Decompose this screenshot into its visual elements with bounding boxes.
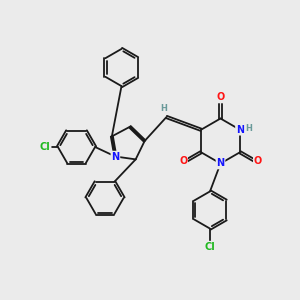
Text: Cl: Cl: [205, 242, 215, 252]
Text: N: N: [216, 158, 225, 169]
Text: O: O: [216, 92, 225, 103]
Text: O: O: [254, 155, 262, 166]
Text: N: N: [111, 152, 119, 161]
Text: H: H: [245, 124, 252, 133]
Text: N: N: [236, 125, 244, 135]
Text: O: O: [179, 155, 187, 166]
Text: H: H: [161, 103, 167, 112]
Text: Cl: Cl: [40, 142, 51, 152]
